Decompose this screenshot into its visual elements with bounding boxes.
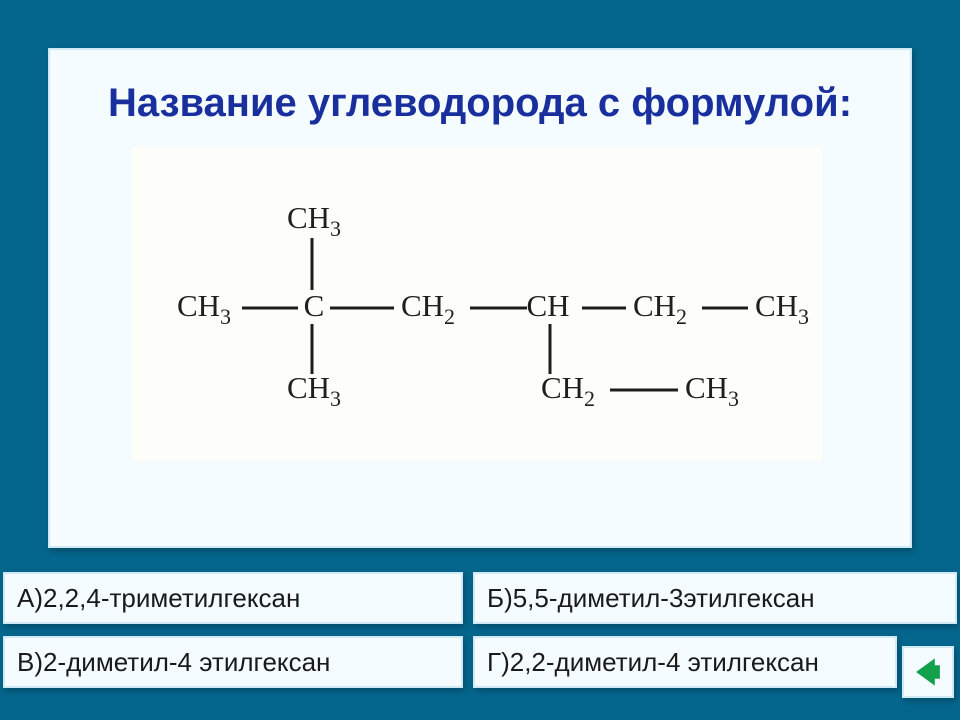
answer-option-b[interactable]: Б)5,5-диметил-3этилгексан (473, 572, 957, 624)
answer-option-v[interactable]: В)2-диметил-4 этилгексан (3, 636, 463, 688)
formula-svg: CH3CCH3CH3CH2CHCH2CH3CH2CH3 (132, 146, 822, 461)
back-button[interactable] (902, 646, 954, 698)
answer-v-label: В)2-диметил-4 этилгексан (17, 647, 330, 678)
answer-a-label: А)2,2,4-триметилгексан (17, 583, 300, 614)
answer-g-label: Г)2,2-диметил-4 этилгексан (487, 647, 819, 678)
back-arrow-icon (911, 655, 945, 689)
svg-text:C: C (304, 288, 325, 323)
svg-text:CH: CH (526, 288, 569, 323)
answers-row-1: А)2,2,4-триметилгексан Б)5,5-диметил-3эт… (0, 572, 960, 624)
question-title: Название углеводорода с формулой: (70, 78, 890, 128)
answer-b-label: Б)5,5-диметил-3этилгексан (487, 583, 815, 614)
answers-row-2: В)2-диметил-4 этилгексан Г)2,2-диметил-4… (0, 636, 960, 688)
answer-option-a[interactable]: А)2,2,4-триметилгексан (3, 572, 463, 624)
question-panel: Название углеводорода с формулой: CH3CCH… (48, 48, 912, 548)
answer-option-g[interactable]: Г)2,2-диметил-4 этилгексан (473, 636, 897, 688)
chemical-formula-image: CH3CCH3CH3CH2CHCH2CH3CH2CH3 (132, 146, 822, 461)
